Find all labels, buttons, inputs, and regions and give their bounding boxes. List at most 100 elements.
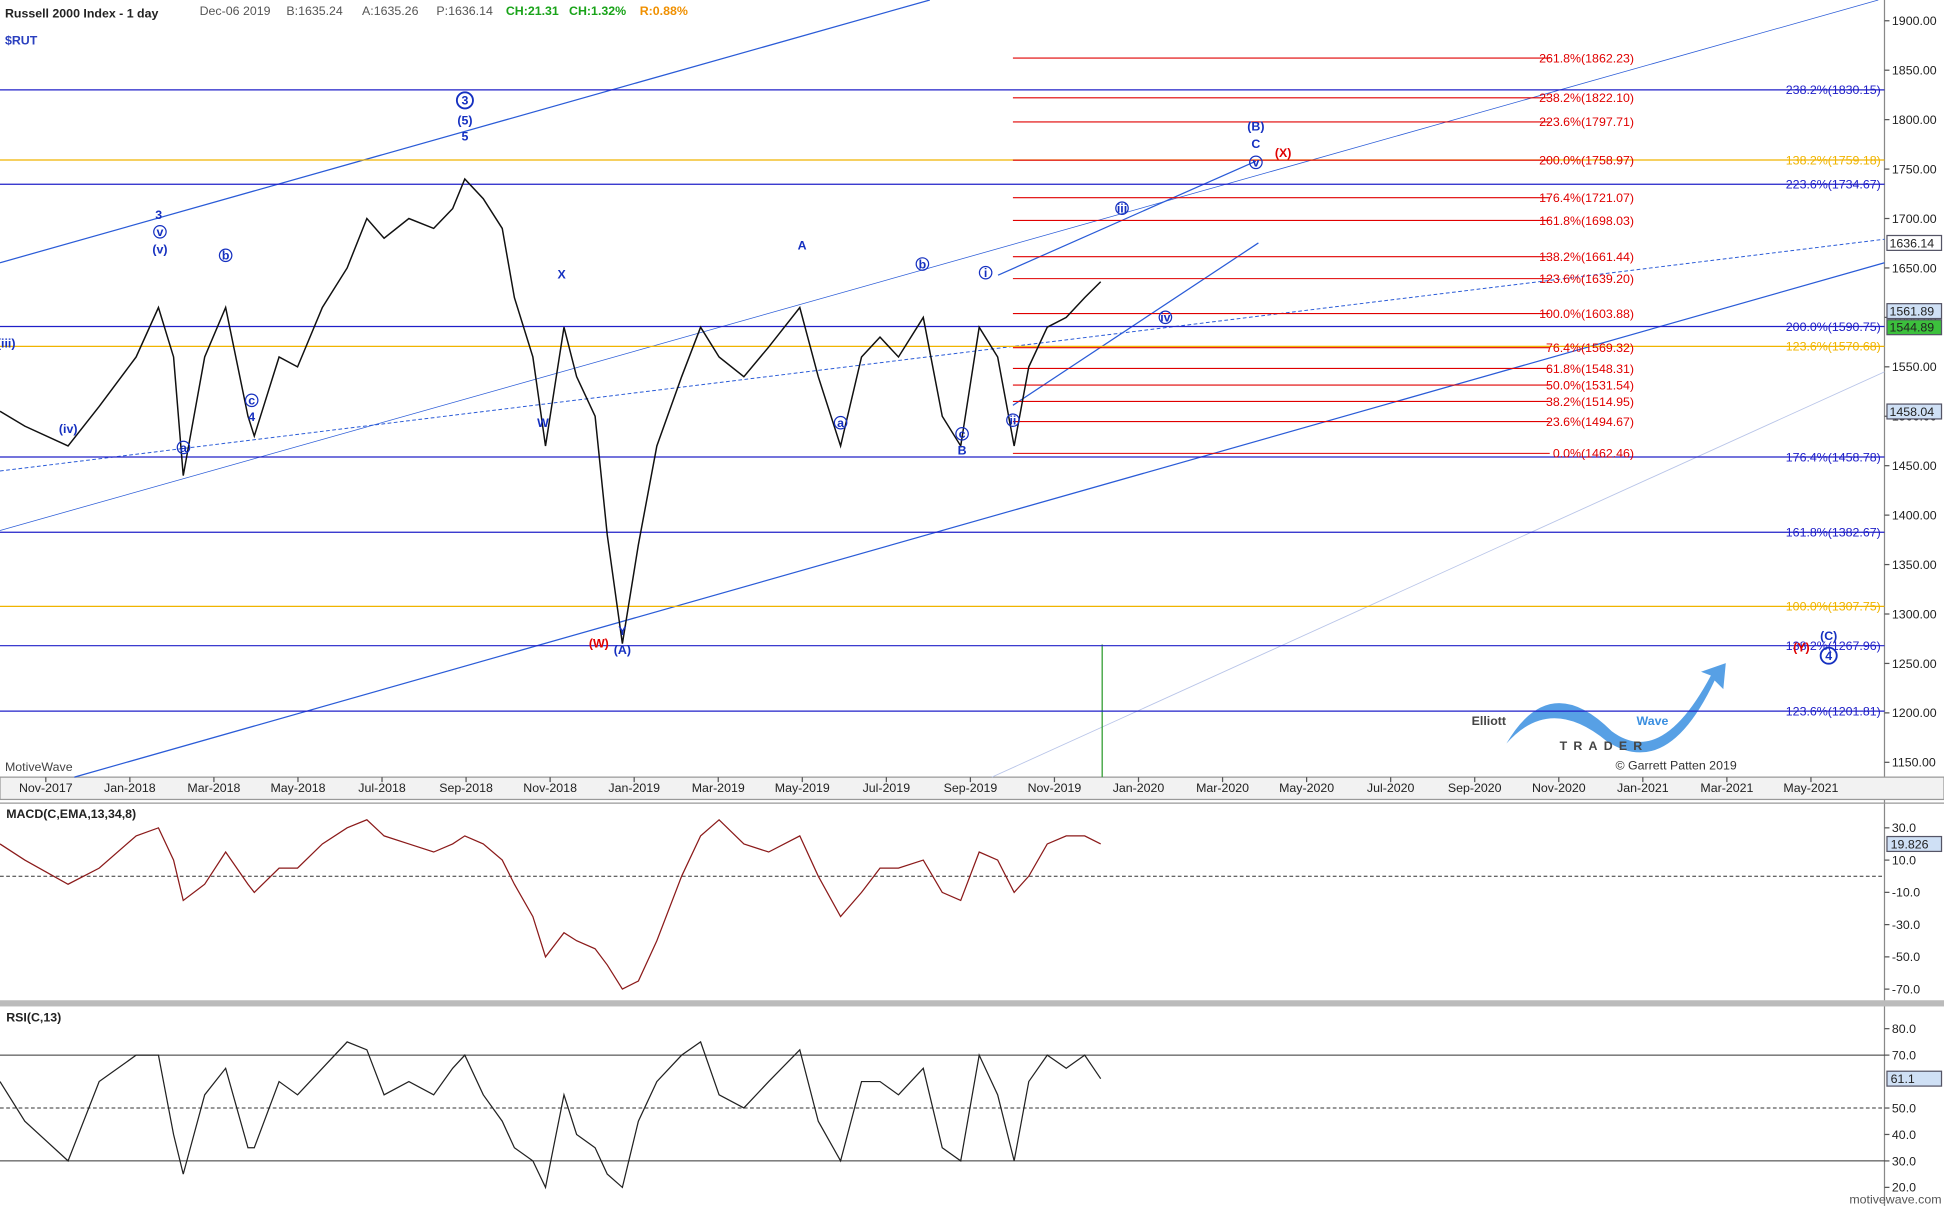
wave-circle [833,415,848,430]
y-tick-label: 1200.00 [1892,706,1937,720]
y-tick-label: 10.0 [1892,853,1916,867]
wave-label: i [984,266,987,280]
wave-label: X [557,267,566,281]
price-tag-label: 1561.89 [1889,304,1934,318]
wave-circle [244,393,259,408]
x-tick-label: May-2018 [270,781,325,795]
fib-label: 238.2%(1822.10) [1539,91,1634,105]
panel-separator [0,1000,1944,1007]
wave-label: C [1251,137,1260,151]
fib-label: 123.6%(1639.20) [1539,272,1634,286]
y-tick-label: 1700.00 [1892,212,1937,226]
x-tick-label: Sep-2020 [1448,781,1502,795]
wave-label: c [959,427,966,441]
wave-label: a [837,416,844,430]
value-box-label: 61.1 [1891,1072,1915,1086]
level-label: 100.0%(1307.75) [1786,600,1881,614]
y-tick-label: 70.0 [1892,1048,1916,1062]
level-label: 223.6%(1734.67) [1786,178,1881,192]
logo-word: Elliott [1472,714,1506,728]
wave-label: (A) [614,643,631,657]
wave-circle [1006,413,1020,427]
quote-date: Dec-06 2019 [200,4,271,18]
fib-label: 161.8%(1698.03) [1539,214,1634,228]
wave-circle [1819,646,1838,665]
x-tick-label: Nov-2019 [1028,781,1082,795]
trendline [1012,242,1259,406]
quote-change: CH:21.31 [506,4,559,18]
wave-label: (v) [152,242,167,256]
wave-circle [218,248,233,263]
price-tag [1886,303,1943,320]
wave-label: 4 [248,410,255,424]
trendline [0,238,1885,472]
x-tick-label: Jul-2018 [358,781,406,795]
logo-word: TRADER [1560,739,1649,753]
wave-label: B [958,443,967,457]
fib-label: 176.4%(1721.07) [1539,191,1634,205]
y-tick-label: 1550.00 [1892,360,1937,374]
logo-word: Wave [1637,714,1669,728]
y-tick-label: 80.0 [1892,1022,1916,1036]
series-line [0,818,1101,990]
trendline [991,371,1885,778]
y-tick-label: -10.0 [1892,886,1920,900]
wave-circle [1115,201,1129,216]
y-tick-label: 1750.00 [1892,162,1937,176]
x-tick-label: Jul-2020 [1367,781,1415,795]
wave-label: b [222,249,230,263]
wave-label: (X) [1275,146,1292,160]
trendline [0,0,931,264]
quote-price: P:1636.14 [436,4,493,18]
y-tick-label: 1400.00 [1892,508,1937,522]
wave-label: a [180,441,187,455]
wave-label: Y [618,624,627,638]
wave-label: 4 [1825,649,1832,663]
x-tick-label: Sep-2019 [944,781,998,795]
level-label: 138.2%(1267.96) [1786,639,1881,653]
wave-circle [915,257,930,271]
value-box [1886,1070,1943,1087]
wave-label: c [248,394,255,408]
x-tick-label: May-2020 [1279,781,1334,795]
y-tick-label: 30.0 [1892,821,1916,835]
wave-label: (B) [1247,120,1264,134]
fib-label: 50.0%(1531.54) [1546,378,1634,392]
x-tick-label: Sep-2018 [439,781,493,795]
trendline [0,0,1879,531]
level-label: 123.6%(1570.68) [1786,340,1881,354]
x-tick-label: Mar-2020 [1196,781,1249,795]
quote-ask: A:1635.26 [362,4,419,18]
wave-label: A [798,239,807,253]
copyright: © Garrett Patten 2019 [1615,759,1736,773]
logo-swoosh [1506,663,1726,753]
x-axis-band [0,776,1944,801]
wave-circle [1158,310,1173,325]
wave-circle [978,265,993,280]
y-tick-label: -70.0 [1892,982,1920,996]
x-tick-label: Jan-2021 [1617,781,1669,795]
value-box-label: 19.826 [1891,837,1929,851]
symbol: $RUT [5,34,38,48]
wave-circle [955,426,969,441]
price-tag-label: 1636.14 [1889,236,1934,250]
wave-label: 3 [461,94,468,108]
fib-label: 76.4%(1569.32) [1546,341,1634,355]
x-tick-label: Nov-2020 [1532,781,1586,795]
x-tick-label: Mar-2018 [187,781,240,795]
fib-label: 223.6%(1797.71) [1539,115,1634,129]
wave-label: v [156,225,163,239]
level-label: 138.2%(1759.18) [1786,153,1881,167]
wave-circle [455,91,474,110]
y-tick-label: 1300.00 [1892,607,1937,621]
wave-label: ii [1009,414,1016,428]
y-tick-label: 1250.00 [1892,657,1937,671]
y-tick-label: 1650.00 [1892,261,1937,275]
quote-change-pct: CH:1.32% [569,4,626,18]
wave-label: 3 [155,208,162,222]
y-tick-label: 1150.00 [1892,756,1936,770]
series-line [0,1040,1102,1190]
wave-label: (iii) [0,337,15,351]
chart-title: Russell 2000 Index - 1 day [5,6,159,20]
